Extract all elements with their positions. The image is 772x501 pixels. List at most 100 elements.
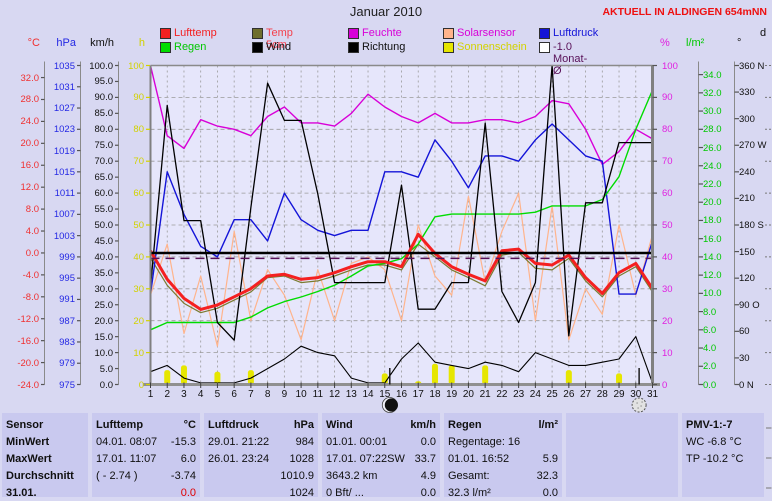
x-day-label: 25: [546, 389, 558, 400]
legend-label: Regen: [174, 41, 207, 53]
moon-speckle: [641, 401, 643, 403]
tick-label: 12.0: [20, 182, 40, 194]
tick-label: 999: [59, 251, 75, 263]
legend-swatch: [539, 28, 550, 39]
tick-label: 16.0: [703, 233, 722, 245]
x-day-label: 29: [613, 389, 625, 400]
tick-label: 26.0: [703, 142, 722, 154]
station-status-label: AKTUELL IN ALDINGEN 654mNN: [602, 6, 767, 18]
x-day-label: 24: [529, 389, 541, 400]
tick-label: 10: [662, 347, 673, 359]
x-day-label: 4: [197, 389, 204, 400]
x-day-label: 18: [429, 389, 441, 400]
tick-label: 60: [662, 188, 673, 200]
page-title: Januar 2010: [349, 4, 423, 19]
tick-label: 60.0: [94, 188, 114, 200]
tick-label: 45.0: [94, 235, 114, 247]
table-column-header: hPa Luftdruck: [208, 419, 314, 431]
tick-label: 90.0: [94, 92, 114, 104]
tick-label: 15.0: [94, 331, 114, 343]
tick-label: 40: [133, 251, 144, 263]
tick-label: 50: [133, 220, 144, 231]
table-row-label: MaxWert: [6, 453, 52, 465]
tick-label: -24.0: [17, 379, 39, 391]
tick-label: 1023: [53, 124, 75, 136]
x-day-label: 30: [630, 389, 642, 400]
legend-swatch: [160, 28, 171, 39]
legend-label: Temp 5cm: [266, 27, 293, 51]
tick-label: 80: [662, 124, 673, 136]
tick-label: 60: [133, 188, 144, 200]
x-day-label: 1: [147, 389, 154, 400]
legend-swatch: [160, 42, 171, 53]
moon-speckle: [636, 402, 638, 404]
series-feuchte: [149, 65, 653, 166]
table-column-regen: l/m² Regen Regentage: 16 5.9 01.01. 16:52 32.…: [444, 413, 562, 499]
series-regen: [150, 89, 654, 331]
tick-label: 40: [662, 251, 673, 263]
series-luftdruck: [149, 123, 654, 295]
tick-label: 100: [128, 60, 144, 72]
x-day-label: 5: [214, 389, 221, 400]
moon-speckle: [637, 407, 639, 409]
tick-label: 979: [59, 358, 75, 370]
axis-unit-d: d: [760, 27, 767, 39]
tick-label: 0.0: [99, 379, 113, 391]
weather-app-window: { "header": { "title": "Januar 2010", "s…: [2, 4, 772, 499]
tick-label: 1003: [53, 230, 75, 242]
tick-label: 360 N: [739, 60, 765, 72]
tick-label: 28.0: [20, 94, 40, 106]
x-day-label: 21: [479, 389, 491, 400]
sunshine-bar: [180, 365, 187, 385]
x-day-label: 9: [281, 389, 288, 400]
x-day-label: 15: [379, 389, 391, 400]
tick-label: 18.0: [703, 215, 722, 227]
tick-label: 16.0: [20, 160, 40, 172]
legend-swatch: [443, 42, 454, 53]
legend-label: Wind: [266, 41, 292, 53]
table-cell: [686, 468, 760, 484]
tick-label: 1019: [53, 145, 75, 157]
tick-label: 987: [59, 315, 75, 327]
axis-unit-hpa: hPa: [56, 37, 76, 49]
legend-label: Richtung: [362, 41, 406, 53]
x-day-label: 26: [563, 389, 575, 400]
table-cell: [570, 434, 674, 450]
tick-label: 75.0: [94, 140, 114, 152]
tick-label: 150: [739, 246, 755, 258]
tick-label: 300: [739, 113, 755, 125]
tick-label: 90 O: [739, 299, 760, 311]
tick-label: 10.0: [94, 347, 114, 359]
tick-label: 55.0: [94, 204, 114, 216]
table-cell: 1028 26.01. 23:24: [208, 453, 314, 465]
table-cell: 1024: [289, 487, 314, 499]
series-richtung: [149, 64, 653, 341]
sunshine-bar: [448, 365, 455, 385]
tick-label: 32.0: [20, 72, 40, 84]
tick-label: -16.0: [17, 335, 39, 347]
table-cell: 32.3 Gesamt:: [448, 470, 558, 482]
tick-label: 4.0: [25, 226, 39, 238]
axis-unit-deg: °: [737, 37, 742, 49]
x-day-label: 17: [412, 389, 424, 400]
x-day-label: 10: [295, 389, 307, 400]
tick-label: 65.0: [94, 172, 114, 184]
table-cell: 4.9 3643.2 km: [326, 470, 436, 482]
table-cell: 33.7 17.01. 07:22SW: [326, 453, 436, 465]
x-day-label: 14: [362, 389, 374, 400]
legend-label: Feuchte: [362, 27, 402, 39]
tick-label: 0.0: [25, 247, 39, 259]
tick-label: 70.0: [94, 156, 114, 168]
tick-label: 1031: [53, 81, 75, 93]
tick-label: 210: [739, 193, 755, 205]
tick-label: 1015: [53, 166, 75, 178]
tick-label: 70: [133, 156, 144, 168]
tick-label: -4.0: [22, 269, 39, 281]
tick-label: 983: [59, 336, 75, 348]
tick-label: 20.0: [94, 315, 114, 327]
legend-swatch: [252, 42, 263, 53]
x-day-label: 6: [231, 389, 237, 400]
x-day-label: 16: [395, 389, 408, 400]
tick-label: 50.0: [94, 220, 114, 231]
table-row-label: Durchschnitt: [6, 470, 74, 482]
